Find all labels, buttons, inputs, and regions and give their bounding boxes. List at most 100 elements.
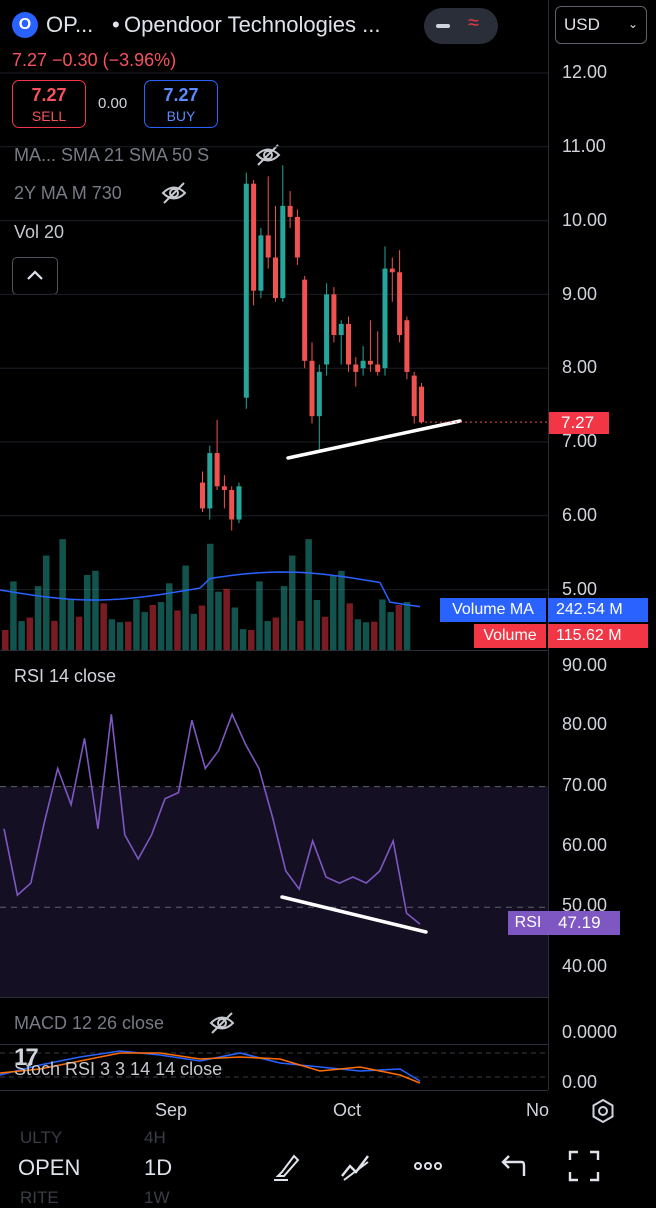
company-name[interactable]: Opendoor Technologies ... <box>124 12 381 37</box>
macd-tick: 0.0000 <box>562 1022 618 1042</box>
candle-body <box>294 216 300 258</box>
volume-bar <box>108 619 116 650</box>
settings-icon[interactable] <box>590 1098 616 1124</box>
candle-body <box>214 453 220 487</box>
background-text: RITE <box>20 1188 59 1207</box>
candle-body <box>302 279 308 361</box>
timeframe-button[interactable]: 1D <box>144 1155 173 1180</box>
sell-button[interactable]: 7.27 SELL <box>12 80 86 128</box>
rsi-tick: 70.00 <box>562 775 608 795</box>
volume-bar <box>92 570 99 650</box>
open-button[interactable]: OPEN <box>18 1155 81 1180</box>
indicator-volume-legend[interactable]: Vol 20 <box>14 222 65 242</box>
tradingview-logo: 17 <box>14 1044 39 1071</box>
candle-body <box>375 364 381 372</box>
drawing-tools-icon[interactable] <box>340 1150 372 1182</box>
volume-value: 115.62 M <box>548 624 648 648</box>
price-tick: 8.00 <box>562 357 598 377</box>
price-chart[interactable] <box>0 0 548 650</box>
eye-hidden-icon[interactable] <box>208 1010 236 1036</box>
background-text: ULTY <box>20 1128 63 1147</box>
eye-hidden-icon[interactable] <box>160 180 188 206</box>
volume-bar <box>239 629 247 650</box>
undo-icon[interactable] <box>496 1150 528 1182</box>
macd-legend[interactable]: MACD 12 26 close <box>14 1013 165 1033</box>
candle-body <box>316 371 322 417</box>
fullscreen-icon[interactable] <box>568 1150 600 1182</box>
volume-bar <box>280 586 288 650</box>
volume-bar <box>305 539 312 650</box>
volume-bar <box>289 555 296 650</box>
price-tick: 11.00 <box>562 136 606 156</box>
background-text: 4H <box>144 1128 166 1147</box>
volume-bar <box>166 583 173 650</box>
candle-body <box>382 268 388 369</box>
candle-body <box>287 205 293 217</box>
candle-body <box>404 320 410 372</box>
pane-separator[interactable] <box>0 997 548 998</box>
volume-bar <box>248 630 255 650</box>
currency-select[interactable]: USD ⌄ <box>555 6 647 44</box>
candle-body <box>229 489 235 520</box>
symbol-label[interactable]: OP... <box>46 12 94 37</box>
volume-bar <box>43 555 50 650</box>
volume-bar <box>338 570 345 650</box>
chart-mode-toggle[interactable]: ≈ <box>424 8 498 44</box>
candle-body <box>243 183 249 398</box>
pane-separator[interactable] <box>0 650 548 651</box>
pane-separator[interactable] <box>0 1044 548 1045</box>
volume-bar <box>346 603 353 650</box>
spread-value: 0.00 <box>98 95 128 112</box>
rsi-chart[interactable] <box>0 651 548 997</box>
volume-ma-line <box>0 571 421 608</box>
volume-bar <box>75 616 83 650</box>
candle-body <box>397 272 403 335</box>
volume-bar <box>256 581 263 650</box>
candle-body <box>309 360 315 417</box>
volume-bar <box>354 619 362 650</box>
rsi-tick: 40.00 <box>562 956 608 976</box>
volume-bar <box>215 591 222 650</box>
volume-bar <box>116 622 124 650</box>
rsi-legend[interactable]: RSI 14 close <box>14 666 117 686</box>
eye-hidden-icon[interactable] <box>254 142 282 168</box>
volume-bar <box>371 621 378 650</box>
stoch-rsi-chart[interactable] <box>0 1045 548 1085</box>
chevron-down-icon: ⌄ <box>627 17 638 31</box>
candle-body <box>258 235 264 291</box>
volume-bar <box>174 610 181 650</box>
rsi-trendline <box>280 895 428 934</box>
sell-price: 7.27 <box>31 85 67 105</box>
rsi-tick: 60.00 <box>562 835 608 855</box>
separator-dot: • <box>112 12 120 37</box>
trendline <box>286 419 462 460</box>
volume-bar <box>272 617 280 650</box>
volume-bar <box>67 600 75 650</box>
rsi-tick: 80.00 <box>562 714 608 734</box>
candle-body <box>338 323 344 335</box>
volume-label: Volume <box>474 624 546 648</box>
buy-label: BUY <box>166 108 196 124</box>
candle-body <box>389 268 395 273</box>
brush-icon[interactable] <box>272 1150 304 1182</box>
candle-body <box>236 486 242 520</box>
wave-icon[interactable]: ≈ <box>468 12 479 34</box>
indicator-ma-legend[interactable]: MA... SMA 21 SMA 50 S <box>14 145 210 165</box>
price-axis-line <box>548 0 549 1090</box>
candle-body <box>280 205 286 299</box>
rsi-line <box>3 712 421 925</box>
more-icon[interactable] <box>412 1150 444 1182</box>
indicator-2y-ma-legend[interactable]: 2Y MA M 730 <box>14 183 122 203</box>
company-logo[interactable]: O <box>12 12 38 38</box>
volume-bar <box>100 603 107 650</box>
volume-bar <box>59 539 66 650</box>
volume-bar <box>10 581 17 650</box>
minus-icon[interactable] <box>436 24 450 28</box>
time-axis-line <box>0 1090 548 1091</box>
price-tick: 10.00 <box>562 210 608 230</box>
candle-body <box>419 386 424 423</box>
stoch-tick: 0.00 <box>562 1072 598 1092</box>
buy-button[interactable]: 7.27 BUY <box>144 80 218 128</box>
volume-bar <box>84 575 91 650</box>
stoch-rsi-legend[interactable]: Stoch RSI 3 3 14 14 close <box>14 1059 223 1079</box>
